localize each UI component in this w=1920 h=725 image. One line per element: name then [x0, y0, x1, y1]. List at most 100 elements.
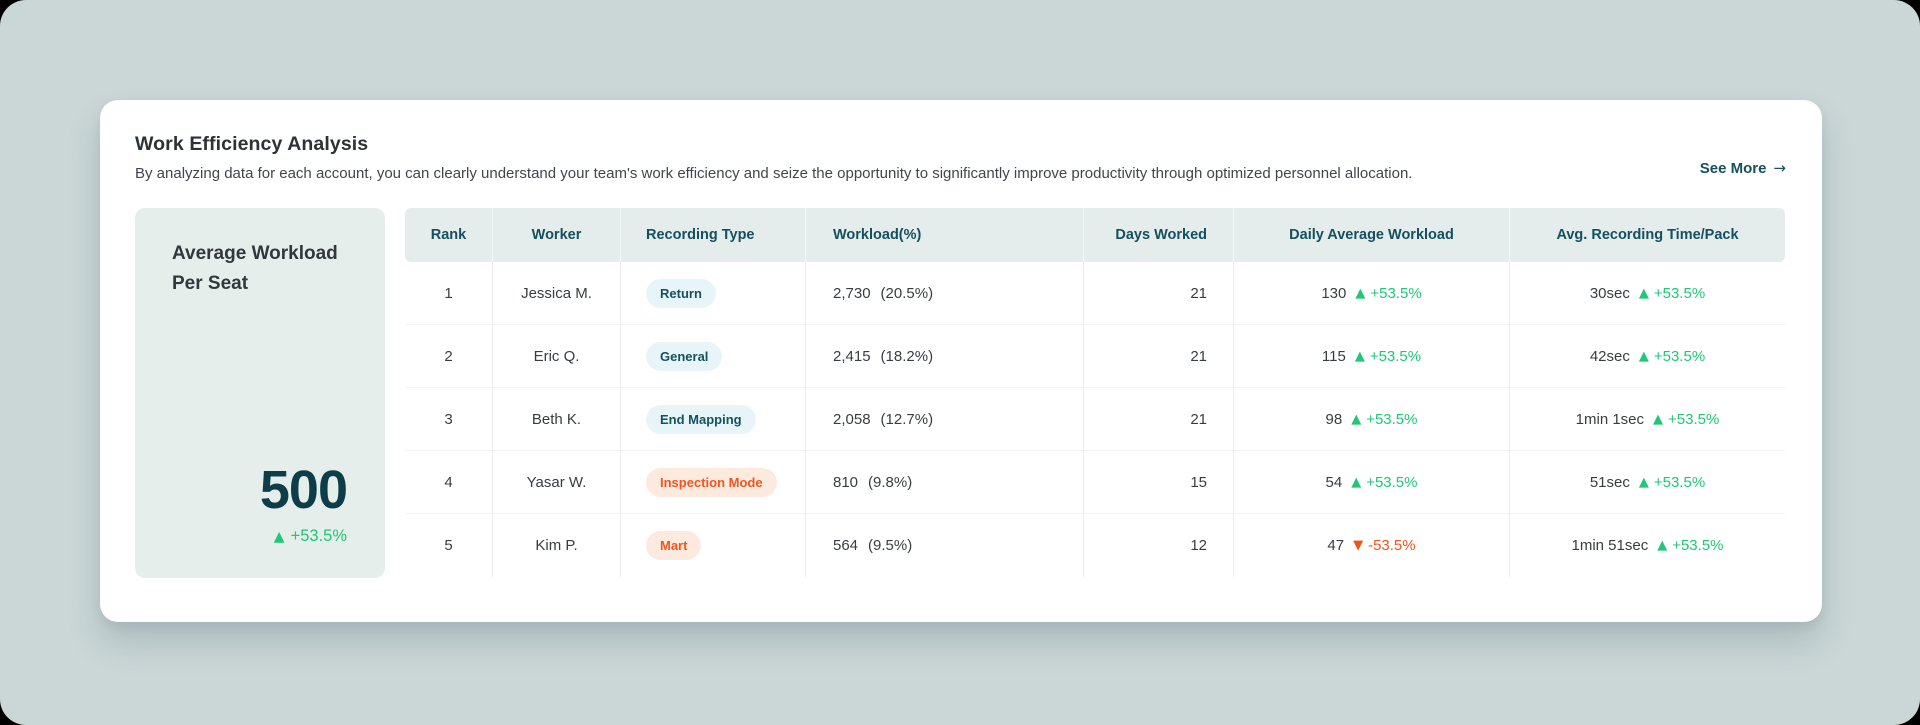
avg-time-change: +53.5% — [1653, 473, 1706, 491]
avg-time-change: +53.5% — [1653, 284, 1706, 302]
daily-average-value: 47 — [1327, 537, 1345, 554]
column-header-days-worked: Days Worked — [1084, 208, 1234, 262]
column-header-recording-type: Recording Type — [621, 208, 806, 262]
trend-up-icon: ▲ — [1638, 474, 1649, 490]
recording-type-badge: Inspection Mode — [646, 467, 777, 497]
daily-average-value: 115 — [1321, 347, 1346, 365]
daily-average-value: 98 — [1325, 410, 1343, 428]
card-header: Work Efficiency Analysis By analyzing da… — [135, 133, 1786, 182]
daily-average-change: +53.5% — [1366, 410, 1418, 428]
cell-recording-type: End Mapping — [621, 388, 806, 451]
avg-time-change: +53.5% — [1653, 347, 1706, 365]
arrow-right-icon: → — [1773, 159, 1786, 177]
column-header-workload: Workload(%) — [806, 208, 1084, 262]
cell-daily-average: 54 ▲ +53.5% — [1234, 451, 1510, 514]
cell-daily-average: 47 ▼ -53.5% — [1234, 514, 1510, 577]
column-header-rank: Rank — [405, 208, 493, 262]
daily-average-change: +53.5% — [1369, 347, 1422, 365]
workload-value: 2,415 — [833, 347, 871, 365]
trend-up-icon: ▲ — [1351, 474, 1362, 490]
column-header-daily-average-workload: Daily Average Workload — [1234, 208, 1510, 262]
cell-workload: 564 (9.5%) — [806, 514, 1084, 577]
trend-up-icon: ▲ — [1638, 348, 1649, 364]
cell-worker: Jessica M. — [493, 262, 621, 325]
cell-avg-recording-time: 51sec ▲ +53.5% — [1510, 451, 1785, 514]
cell-recording-type: General — [621, 325, 806, 388]
recording-type-badge: Mart — [646, 531, 702, 560]
cell-worker: Kim P. — [493, 514, 621, 577]
trend-up-icon: ▲ — [273, 529, 285, 545]
recording-type-badge: Return — [646, 278, 716, 308]
cell-rank: 1 — [405, 262, 493, 325]
cell-daily-average: 130 ▲ +53.5% — [1234, 262, 1510, 325]
avg-time-value: 1min 51sec — [1571, 537, 1649, 554]
avg-time-value: 30sec — [1589, 284, 1630, 302]
cell-days-worked: 21 — [1084, 388, 1234, 451]
cell-days-worked: 21 — [1084, 262, 1234, 325]
trend-down-icon: ▼ — [1353, 538, 1364, 553]
cell-recording-type: Return — [621, 262, 806, 325]
workload-value: 2,058 — [833, 410, 871, 428]
cell-workload: 810 (9.8%) — [806, 451, 1084, 514]
content-row: Average Workload Per Seat 500 ▲ +53.5% Ra… — [135, 208, 1786, 578]
cell-workload: 2,730 (20.5%) — [806, 262, 1084, 325]
workload-value: 810 — [833, 473, 859, 491]
trend-up-icon: ▲ — [1653, 411, 1664, 427]
trend-up-icon: ▲ — [1638, 285, 1649, 301]
recording-type-badge: General — [646, 341, 723, 371]
workers-table: Rank Worker Recording Type Workload(%) D… — [405, 208, 1785, 578]
trend-up-icon: ▲ — [1354, 348, 1365, 364]
cell-daily-average: 98 ▲ +53.5% — [1234, 388, 1510, 451]
see-more-label: See More — [1699, 160, 1767, 177]
summary-change-value: +53.5% — [290, 527, 347, 545]
avg-time-value: 1min 1sec — [1575, 410, 1645, 428]
cell-worker: Beth K. — [493, 388, 621, 451]
cell-rank: 4 — [405, 451, 493, 514]
workload-percent: (18.2%) — [880, 347, 934, 365]
daily-average-value: 130 — [1321, 284, 1347, 302]
avg-time-value: 42sec — [1589, 347, 1630, 365]
see-more-link[interactable]: See More → — [1700, 159, 1786, 177]
work-efficiency-card: Work Efficiency Analysis By analyzing da… — [100, 100, 1822, 622]
summary-card: Average Workload Per Seat 500 ▲ +53.5% — [135, 208, 385, 578]
avg-time-change: +53.5% — [1672, 537, 1724, 554]
summary-title: Average Workload Per Seat — [172, 243, 338, 294]
cell-avg-recording-time: 42sec ▲ +53.5% — [1510, 325, 1785, 388]
cell-rank: 5 — [405, 514, 493, 577]
cell-avg-recording-time: 1min 51sec ▲ +53.5% — [1510, 514, 1785, 577]
cell-worker: Yasar W. — [493, 451, 621, 514]
summary-metric: 500 ▲ +53.5% — [172, 460, 348, 546]
cell-days-worked: 21 — [1084, 325, 1234, 388]
daily-average-change: +53.5% — [1370, 284, 1422, 302]
card-header-text: Work Efficiency Analysis By analyzing da… — [135, 133, 1412, 182]
trend-up-icon: ▲ — [1351, 411, 1362, 427]
trend-up-icon: ▲ — [1657, 538, 1668, 553]
column-header-worker: Worker — [493, 208, 621, 262]
workload-percent: (12.7%) — [880, 410, 934, 428]
cell-worker: Eric Q. — [493, 325, 621, 388]
avg-time-value: 51sec — [1589, 473, 1630, 491]
summary-value: 500 — [259, 460, 348, 520]
trend-up-icon: ▲ — [1355, 285, 1366, 301]
avg-time-change: +53.5% — [1668, 410, 1720, 428]
cell-daily-average: 115 ▲ +53.5% — [1234, 325, 1510, 388]
cell-workload: 2,058 (12.7%) — [806, 388, 1084, 451]
cell-avg-recording-time: 30sec ▲ +53.5% — [1510, 262, 1785, 325]
workload-percent: (20.5%) — [880, 284, 934, 302]
summary-change: ▲ +53.5% — [172, 527, 347, 546]
cell-rank: 3 — [405, 388, 493, 451]
cell-days-worked: 12 — [1084, 514, 1234, 577]
cell-recording-type: Inspection Mode — [621, 451, 806, 514]
daily-average-change: -53.5% — [1368, 537, 1416, 554]
workload-percent: (9.8%) — [868, 473, 913, 491]
cell-avg-recording-time: 1min 1sec ▲ +53.5% — [1510, 388, 1785, 451]
cell-days-worked: 15 — [1084, 451, 1234, 514]
daily-average-change: +53.5% — [1366, 473, 1418, 491]
daily-average-value: 54 — [1325, 473, 1343, 491]
page-description: By analyzing data for each account, you … — [135, 165, 1413, 182]
page-title: Work Efficiency Analysis — [135, 133, 369, 155]
workload-value: 2,730 — [833, 284, 871, 302]
cell-rank: 2 — [405, 325, 493, 388]
cell-recording-type: Mart — [621, 514, 806, 577]
